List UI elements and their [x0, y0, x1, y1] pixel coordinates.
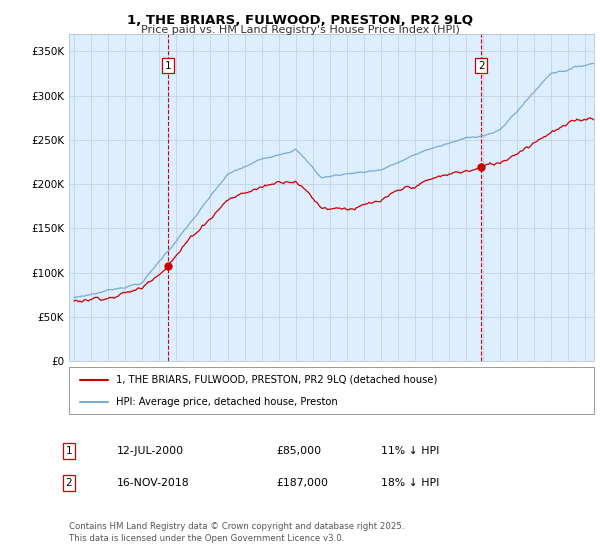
Text: 1, THE BRIARS, FULWOOD, PRESTON, PR2 9LQ: 1, THE BRIARS, FULWOOD, PRESTON, PR2 9LQ [127, 14, 473, 27]
Text: HPI: Average price, detached house, Preston: HPI: Average price, detached house, Pres… [116, 396, 338, 407]
Text: Contains HM Land Registry data © Crown copyright and database right 2025.
This d: Contains HM Land Registry data © Crown c… [69, 522, 404, 543]
Text: £85,000: £85,000 [276, 446, 321, 456]
Text: 18% ↓ HPI: 18% ↓ HPI [381, 478, 439, 488]
Text: 2: 2 [65, 478, 73, 488]
Text: 1, THE BRIARS, FULWOOD, PRESTON, PR2 9LQ (detached house): 1, THE BRIARS, FULWOOD, PRESTON, PR2 9LQ… [116, 375, 437, 385]
Text: 1: 1 [65, 446, 73, 456]
Text: Price paid vs. HM Land Registry's House Price Index (HPI): Price paid vs. HM Land Registry's House … [140, 25, 460, 35]
Text: 2: 2 [478, 60, 484, 71]
Text: 1: 1 [165, 60, 172, 71]
Text: £187,000: £187,000 [276, 478, 328, 488]
Text: 11% ↓ HPI: 11% ↓ HPI [381, 446, 439, 456]
Text: 12-JUL-2000: 12-JUL-2000 [117, 446, 184, 456]
Text: 16-NOV-2018: 16-NOV-2018 [117, 478, 190, 488]
